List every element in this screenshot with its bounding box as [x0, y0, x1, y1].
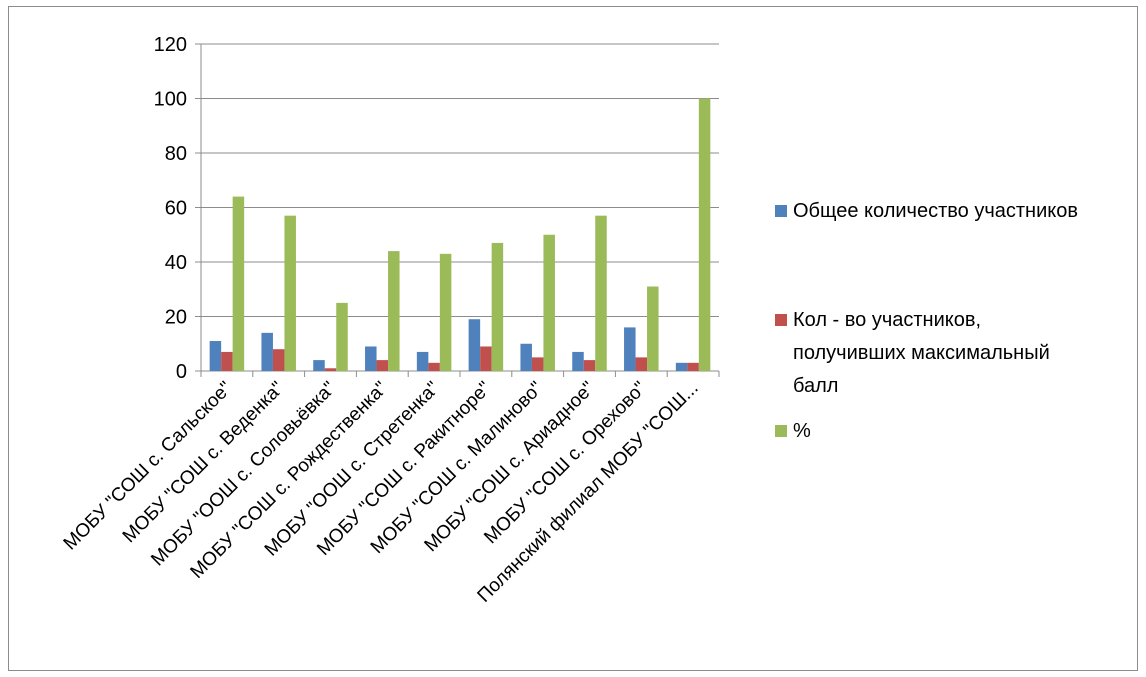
bar-percent-3	[336, 302, 348, 371]
bar-max-score-10	[687, 362, 699, 371]
legend-item-max-score: Кол - во участников, получивших максимал…	[775, 304, 1133, 403]
bar-total-3	[313, 360, 325, 371]
bar-percent-5	[439, 253, 452, 371]
bar-max-score-9	[635, 357, 648, 371]
bar-total-1	[209, 341, 222, 371]
bar-percent-7	[543, 234, 555, 371]
legend-swatch-total	[775, 205, 787, 217]
bar-total-2	[261, 332, 273, 371]
y-tick-label: 100	[154, 89, 187, 111]
chart-frame: 0 20 40 60 80 100 120 МОБУ "СОШ с. Сальское" МОБ…	[8, 6, 1138, 671]
bar-total-10	[675, 362, 688, 371]
bar-percent-6	[491, 242, 504, 371]
bar-percent-8	[595, 215, 607, 371]
bar-max-score-5	[428, 362, 440, 371]
bar-percent-2	[284, 215, 296, 371]
bar-max-score-7	[531, 357, 544, 371]
legend-item-total: Общее количество участников	[775, 195, 1133, 228]
bar-percent-10	[698, 98, 711, 371]
legend-label-percent: %	[793, 420, 811, 442]
y-tick-label: 0	[176, 361, 187, 383]
bar-max-score-4	[376, 360, 389, 371]
bar-percent-9	[647, 286, 659, 371]
legend-swatch-max-score	[775, 314, 787, 326]
legend-label-max-score-line3: балл	[793, 375, 839, 397]
bar-total-8	[572, 351, 584, 371]
bar-max-score-8	[583, 360, 596, 371]
y-tick-label: 120	[154, 34, 187, 56]
bar-total-4	[365, 346, 377, 371]
bar-max-score-3	[324, 368, 337, 371]
legend-item-percent: %	[775, 415, 1133, 448]
legend-label-max-score: Кол - во участников, получивших максимал…	[793, 304, 1133, 403]
bar-percent-1	[232, 196, 245, 371]
bar-percent-4	[388, 251, 400, 371]
legend-label-max-score-line1: Кол - во участников,	[793, 309, 982, 331]
bar-total-6	[468, 319, 481, 371]
legend-label-max-score-line2: получивших максимальный	[793, 342, 1050, 364]
bar-max-score-6	[480, 346, 492, 371]
bar-max-score-2	[272, 349, 285, 371]
y-tick-label: 40	[165, 252, 187, 274]
legend-swatch-percent	[775, 425, 787, 437]
bar-total-7	[520, 343, 532, 371]
bar-total-9	[624, 327, 636, 371]
legend-label-total: Общее количество участников	[793, 200, 1078, 222]
bar-max-score-1	[221, 351, 233, 371]
bar-total-5	[416, 351, 429, 371]
y-tick-label: 80	[165, 143, 187, 165]
y-tick-label: 20	[165, 307, 187, 329]
y-tick-label: 60	[165, 198, 187, 220]
